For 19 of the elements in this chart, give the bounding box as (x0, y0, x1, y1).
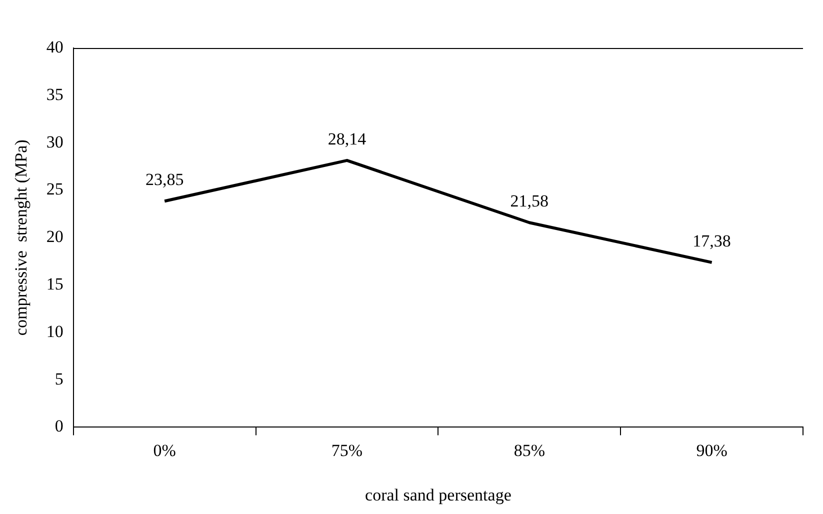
y-tick-label: 25 (46, 180, 64, 199)
data-label: 17,38 (692, 231, 731, 250)
data-label: 28,14 (328, 129, 367, 148)
y-axis-title: compressive strenght (MPa) (12, 140, 31, 336)
y-tick-label: 0 (54, 416, 64, 436)
x-tick-label: 85% (514, 440, 545, 460)
x-tick-label: 75% (331, 440, 363, 460)
data-label: 21,58 (510, 192, 549, 211)
data-label: 23,85 (145, 170, 184, 190)
x-tick-label: 90% (696, 440, 728, 460)
y-tick-label: 10 (46, 322, 64, 341)
y-tick-label: 15 (46, 274, 64, 294)
y-tick-label: 40 (46, 37, 64, 56)
y-tick-label: 35 (46, 84, 64, 104)
y-tick-label: 30 (46, 132, 64, 152)
y-tick-label: 20 (46, 227, 64, 246)
y-tick-label: 5 (54, 369, 64, 388)
x-axis-title: coral sand persentage (365, 485, 512, 504)
x-tick-label: 0% (153, 440, 176, 460)
